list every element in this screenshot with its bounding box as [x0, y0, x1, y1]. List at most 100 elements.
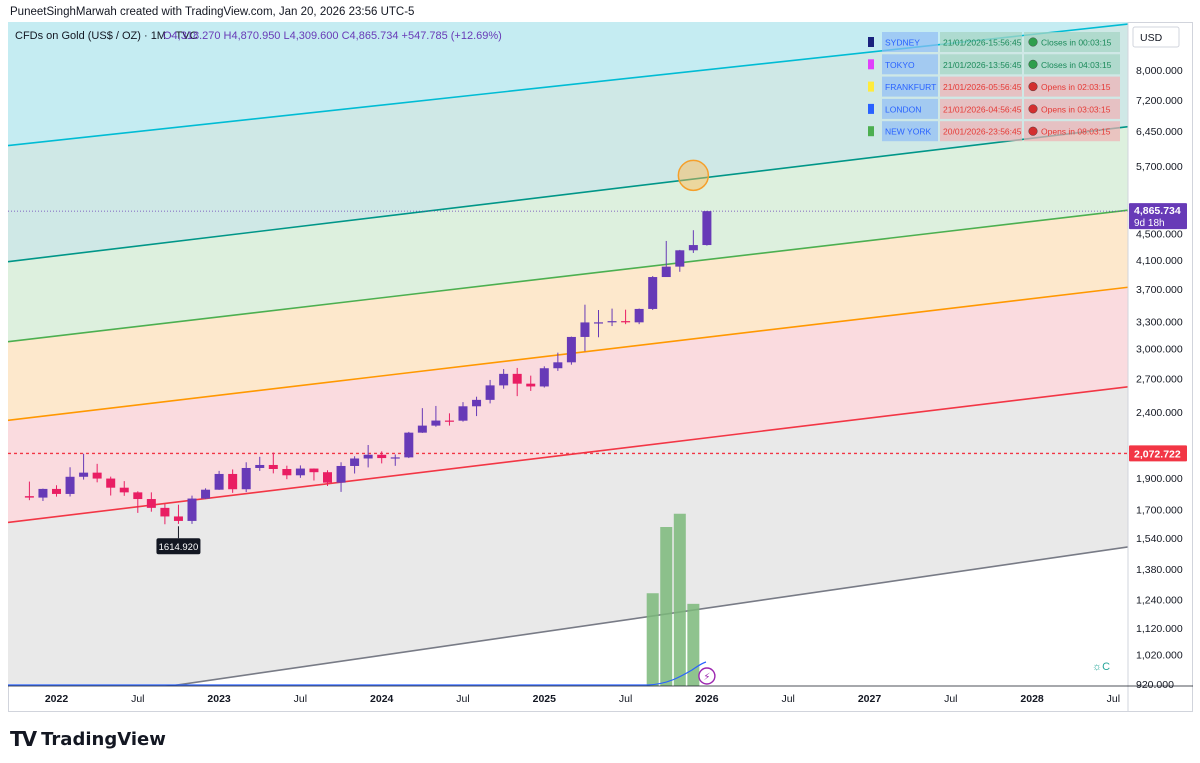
- candle-2024-04[interactable]: [417, 408, 427, 433]
- candle-2024-01[interactable]: [377, 451, 387, 464]
- time-axis[interactable]: 2022 Jul 2023 Jul 2024 Jul 2025 Jul 2026 Jul 2027 J…: [45, 693, 1120, 705]
- candle-2024-12[interactable]: [526, 375, 536, 391]
- candle-2024-02[interactable]: [390, 454, 400, 466]
- session-time: 20/01/2026-23:56:45: [943, 127, 1022, 137]
- candle-2022-04[interactable]: [92, 463, 102, 483]
- session-status: Closes in 04:03:15: [1041, 60, 1112, 70]
- candle-2022-09[interactable]: [160, 503, 170, 525]
- session-color-swatch: [868, 37, 874, 47]
- candle-2021-11[interactable]: [24, 481, 34, 501]
- candle-2022-03[interactable]: [79, 453, 89, 480]
- candle-2024-10[interactable]: [499, 369, 509, 389]
- price-tick-label: 3,000.000: [1136, 343, 1183, 355]
- candle-2023-11[interactable]: [350, 456, 360, 474]
- candle-2025-11[interactable]: [675, 249, 685, 272]
- time-tick-label: Jul: [294, 693, 307, 705]
- channel-band-3: [8, 126, 1128, 342]
- candle-body: [268, 464, 278, 469]
- candle-2025-03[interactable]: [566, 336, 576, 365]
- plot-area[interactable]: 1614.920 ⚡: [8, 22, 1128, 710]
- candle-2025-01[interactable]: [539, 366, 549, 388]
- candle-2025-10[interactable]: [661, 240, 671, 278]
- session-status: Closes in 00:03:15: [1041, 38, 1112, 48]
- chart-credit-header: PuneetSinghMarwah created with TradingVi…: [10, 6, 415, 18]
- candle-body: [173, 516, 183, 521]
- session-row-frankfurt[interactable]: FRANKFURT 21/01/2026-05:56:45 Opens in 02:…: [868, 76, 1120, 97]
- candle-2022-06[interactable]: [119, 481, 129, 496]
- candle-2022-10[interactable]: [173, 504, 183, 524]
- channel-line-3[interactable]: [8, 209, 1128, 343]
- candle-body: [607, 321, 617, 323]
- gold-price-chart[interactable]: 1614.920 ⚡ CFDs on Gold (US$ / OZ) · 1M · …: [8, 22, 1193, 712]
- session-time: 21/01/2026-15:56:45: [943, 38, 1022, 48]
- candle-2025-12[interactable]: [688, 230, 698, 253]
- candle-2022-05[interactable]: [106, 476, 116, 496]
- candle-2023-03[interactable]: [241, 462, 251, 493]
- session-status-cell: [1024, 76, 1120, 97]
- candle-2025-05[interactable]: [594, 310, 603, 338]
- price-tick-label: 1,120.000: [1136, 623, 1183, 635]
- time-tick-label: 2025: [533, 693, 557, 705]
- candle-2021-12[interactable]: [38, 488, 48, 501]
- candle-body: [390, 457, 400, 459]
- last-price-value: 4,865.734: [1134, 205, 1181, 217]
- candle-2023-01[interactable]: [214, 470, 224, 490]
- candle-2023-07[interactable]: [295, 465, 305, 478]
- candle-body: [458, 406, 468, 421]
- candle-2024-09[interactable]: [485, 379, 495, 404]
- session-color-swatch: [868, 126, 874, 137]
- candle-2023-08[interactable]: [309, 468, 319, 481]
- candle-body: [688, 245, 698, 251]
- candle-2023-02[interactable]: [228, 469, 238, 493]
- candle-body: [38, 488, 48, 498]
- candle-2024-05[interactable]: [431, 405, 441, 427]
- candle-2024-06[interactable]: [444, 413, 454, 426]
- candle-2022-08[interactable]: [146, 492, 156, 512]
- candle-2023-12[interactable]: [363, 445, 373, 468]
- time-tick-label: Jul: [619, 693, 632, 705]
- candle-2022-02[interactable]: [65, 467, 75, 497]
- session-table[interactable]: SYDNEY 21/01/2026-15:56:45 Closes in 00:03…: [868, 32, 1120, 142]
- candle-2024-08[interactable]: [472, 396, 482, 417]
- session-row-new-york[interactable]: NEW YORK 20/01/2026-23:56:45 Opens in 08:0…: [868, 121, 1120, 142]
- key-level-label[interactable]: 2,072.722: [1129, 445, 1187, 462]
- brand-footer[interactable]: TV TradingView: [10, 727, 166, 751]
- candle-2026-01[interactable]: [702, 210, 712, 246]
- channel-line-2[interactable]: [8, 125, 1128, 263]
- session-row-london[interactable]: LONDON 21/01/2026-04:56:45 Opens in 03:03:…: [868, 98, 1120, 119]
- session-status-cell: [1024, 32, 1120, 52]
- candle-2023-06[interactable]: [282, 465, 292, 480]
- candle-2025-02[interactable]: [553, 352, 563, 371]
- event-badge[interactable]: [698, 667, 716, 685]
- candle-2025-08[interactable]: [634, 308, 644, 325]
- candle-2025-06[interactable]: [607, 308, 617, 327]
- session-time-cell: [940, 121, 1022, 142]
- key-level-value: 2,072.722: [1134, 448, 1181, 460]
- price-axis[interactable]: USD 920.000 1,020.000 1,120.000 1,240.000 1,3…: [1132, 26, 1183, 691]
- session-time: 21/01/2026-05:56:45: [943, 82, 1022, 92]
- candle-2025-07[interactable]: [621, 309, 631, 325]
- candle-2025-04[interactable]: [580, 304, 590, 352]
- session-row-tokyo[interactable]: TOKYO 21/01/2026-13:56:45 Closes in 04:03:…: [868, 54, 1120, 75]
- candle-2023-04[interactable]: [255, 456, 265, 471]
- candle-2023-09[interactable]: [323, 470, 332, 486]
- candle-2023-10[interactable]: [336, 462, 346, 492]
- session-row-sydney[interactable]: SYDNEY 21/01/2026-15:56:45 Closes in 00:03…: [868, 32, 1120, 52]
- candle-body: [675, 250, 685, 267]
- candle-2022-07[interactable]: [133, 491, 143, 513]
- candle-body: [92, 472, 102, 479]
- currency-button[interactable]: [1132, 26, 1180, 48]
- candle-2022-12[interactable]: [201, 488, 211, 500]
- candle-2024-07[interactable]: [458, 402, 468, 422]
- target-circle-marker[interactable]: [677, 159, 710, 192]
- candle-2022-11[interactable]: [187, 495, 197, 524]
- candle-2023-05[interactable]: [268, 452, 278, 474]
- candle-2025-09[interactable]: [648, 276, 658, 310]
- price-tick-label: 4,500.000: [1136, 228, 1183, 240]
- candle-2022-01[interactable]: [52, 485, 61, 497]
- candle-2024-11[interactable]: [512, 367, 522, 397]
- volume-bar: [673, 513, 686, 686]
- candle-2024-03[interactable]: [404, 431, 414, 459]
- channel-line-6[interactable]: [8, 546, 1128, 710]
